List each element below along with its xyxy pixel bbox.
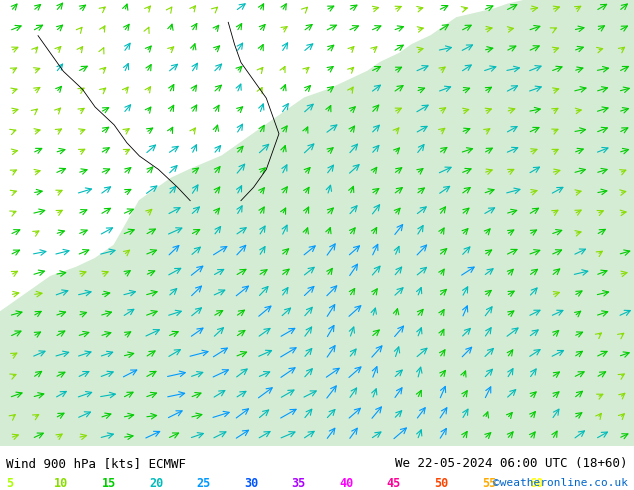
Polygon shape — [0, 0, 634, 446]
Text: 35: 35 — [292, 477, 306, 490]
Text: ©weatheronline.co.uk: ©weatheronline.co.uk — [493, 478, 628, 489]
Text: We 22-05-2024 06:00 UTC (18+60): We 22-05-2024 06:00 UTC (18+60) — [395, 457, 628, 470]
Text: 25: 25 — [197, 477, 210, 490]
Text: 45: 45 — [387, 477, 401, 490]
Text: 50: 50 — [434, 477, 448, 490]
Text: 55: 55 — [482, 477, 496, 490]
Text: 30: 30 — [244, 477, 258, 490]
Text: 60: 60 — [529, 477, 543, 490]
Text: 20: 20 — [149, 477, 163, 490]
Text: 15: 15 — [101, 477, 115, 490]
Text: 10: 10 — [54, 477, 68, 490]
Text: 5: 5 — [6, 477, 13, 490]
Text: 40: 40 — [339, 477, 353, 490]
Text: Wind 900 hPa [kts] ECMWF: Wind 900 hPa [kts] ECMWF — [6, 457, 186, 470]
